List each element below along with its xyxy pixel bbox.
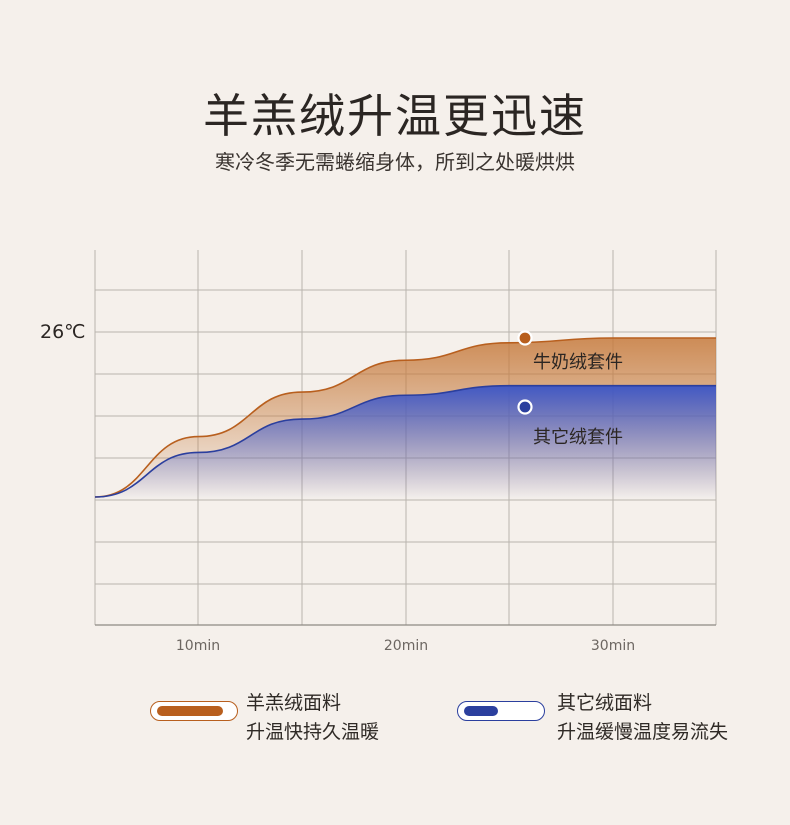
page-title: 羊羔绒升温更迅速 — [203, 89, 587, 143]
y-value-label: 26℃ — [40, 321, 86, 343]
x-tick-label: 30min — [591, 638, 635, 654]
series-marker-1 — [517, 399, 533, 415]
legend-label-other-2: 升温缓慢温度易流失 — [557, 721, 729, 743]
x-tick-label: 10min — [176, 638, 220, 654]
legend-swatch-other — [457, 701, 545, 721]
legend-item-other: 其它绒面料 升温缓慢温度易流失 — [457, 688, 757, 748]
page-subtitle: 寒冷冬季无需蜷缩身体，所到之处暖烘烘 — [215, 150, 575, 174]
series-line-1 — [94, 384, 716, 498]
legend-label-wool-2: 升温快持久温暖 — [246, 721, 380, 743]
series-label-0: 牛奶绒套件 — [533, 352, 623, 373]
series-label-1: 其它绒套件 — [533, 427, 623, 448]
series-marker-0 — [517, 330, 533, 346]
series-area-1 — [95, 385, 716, 500]
legend-label-other-1: 其它绒面料 — [557, 692, 653, 714]
series-line-0 — [94, 337, 716, 498]
x-tick-label: 20min — [384, 638, 428, 654]
legend-swatch-wool — [150, 701, 238, 721]
legend-item-wool: 羊羔绒面料 升温快持久温暖 — [150, 688, 410, 748]
legend-label-wool-1: 羊羔绒面料 — [246, 692, 342, 714]
